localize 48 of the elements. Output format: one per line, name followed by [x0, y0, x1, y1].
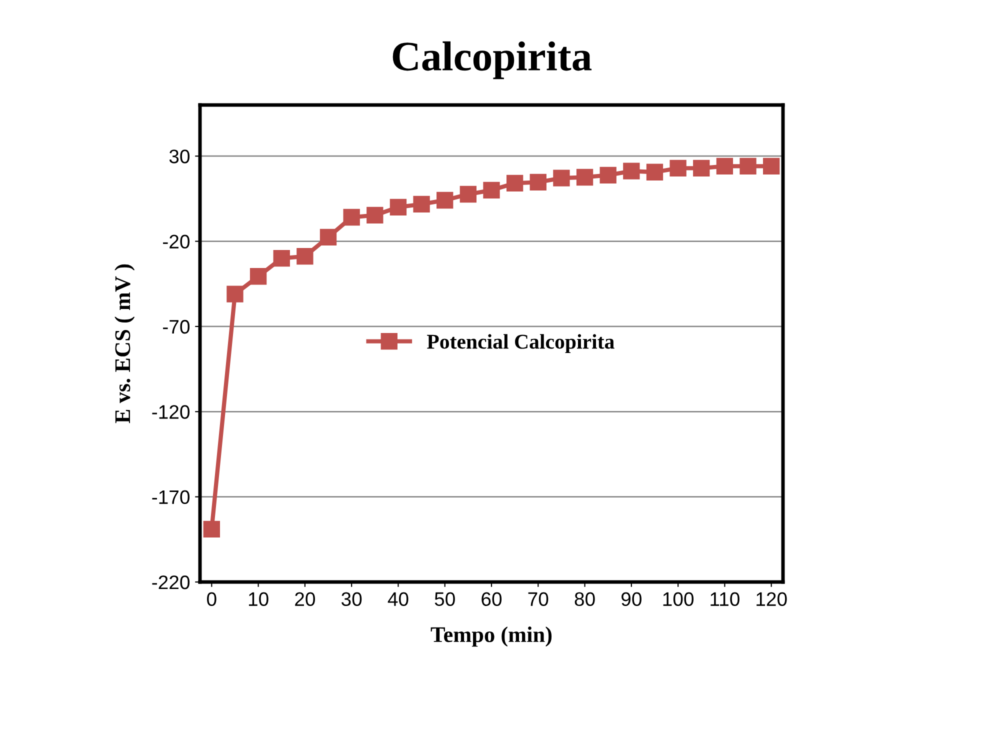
x-tick-label: 90 — [622, 592, 642, 606]
x-tick-label: 80 — [574, 592, 595, 606]
point — [226, 286, 244, 302]
x-tick-label: 70 — [528, 592, 548, 606]
point — [460, 186, 477, 203]
point — [553, 170, 570, 186]
point — [483, 182, 500, 199]
y-tick-label: -120 — [152, 405, 190, 419]
x-tick-label: 50 — [434, 592, 455, 606]
y-tick-label: 30 — [169, 150, 190, 164]
point — [716, 158, 734, 174]
point — [250, 268, 267, 285]
point — [296, 248, 314, 265]
x-tick-label: 20 — [295, 592, 315, 606]
y-axis-title: E vs. ECS ( mV ) — [114, 264, 135, 424]
point — [740, 158, 756, 174]
point — [203, 520, 220, 538]
point — [413, 196, 430, 212]
point — [623, 162, 640, 180]
x-tick-label: 60 — [482, 592, 502, 606]
x-tick-label: 40 — [388, 592, 408, 606]
x-tick-label: 120 — [756, 592, 787, 606]
point — [646, 164, 664, 180]
point — [436, 192, 454, 209]
chart-title: Calcopirita — [392, 41, 592, 80]
point — [320, 228, 337, 246]
point — [506, 174, 524, 192]
point — [366, 206, 384, 224]
x-tick-label: 100 — [663, 592, 694, 606]
y-tick-label: -70 — [163, 320, 190, 334]
point — [273, 250, 290, 267]
point — [576, 168, 594, 186]
y-tick-label: -220 — [152, 575, 190, 590]
x-axis-title: Tempo (min) — [430, 626, 552, 647]
point — [670, 160, 686, 177]
point — [693, 160, 710, 177]
y-tick-label: -170 — [152, 490, 190, 504]
point — [343, 208, 360, 226]
x-tick-label: 10 — [248, 592, 268, 606]
legend-label: Potencial Calcopirita — [427, 334, 614, 354]
point — [530, 174, 546, 191]
point — [390, 198, 407, 216]
x-tick-label: 30 — [342, 592, 362, 606]
y-tick-label: -20 — [163, 234, 190, 249]
point — [763, 158, 780, 174]
x-tick-label: 110 — [710, 592, 740, 606]
x-tick-label: 0 — [207, 592, 216, 606]
point — [600, 166, 616, 184]
